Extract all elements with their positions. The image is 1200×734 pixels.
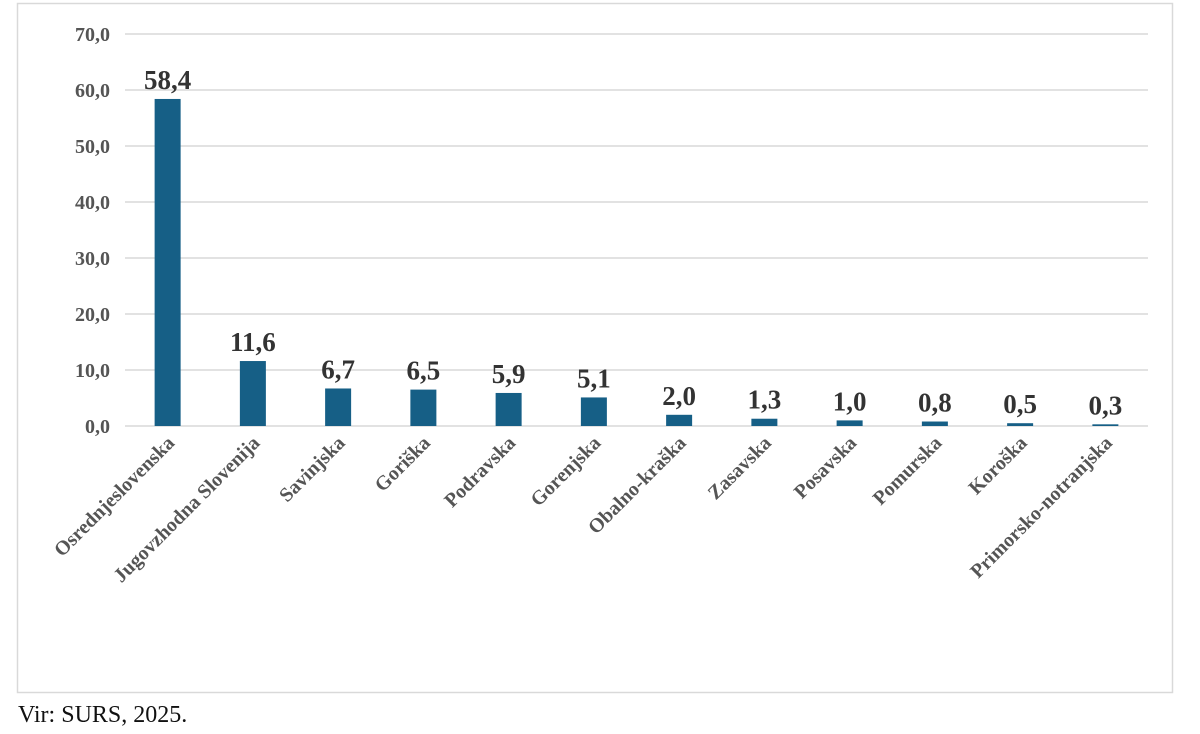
data-label: 6,7 [321,354,355,384]
data-label: 5,1 [577,363,611,393]
category-label: Zasavska [704,432,776,504]
data-label: 5,9 [492,359,526,389]
bar [921,421,948,426]
bar [580,397,607,426]
source-note: Vir: SURS, 2025. [18,702,188,728]
bar [239,361,266,426]
y-tick-label: 20,0 [75,304,110,326]
y-tick-label: 30,0 [75,248,110,270]
category-label: Koroška [964,432,1031,499]
category-label: Gorenjska [526,432,605,511]
y-tick-label: 50,0 [75,136,110,158]
bar [751,418,778,426]
category-label: Goriška [371,432,435,496]
data-label: 2,0 [662,381,696,411]
chart-frame [16,2,1174,694]
data-label: 6,5 [407,356,441,386]
bar [325,388,352,426]
y-tick-label: 40,0 [75,192,110,214]
data-label: 0,8 [918,388,952,418]
bar [154,98,181,427]
category-label: Pomurska [869,432,947,510]
data-label: 1,3 [748,385,782,415]
y-tick-label: 60,0 [75,80,110,102]
bar [836,420,863,426]
data-label: 11,6 [230,327,276,357]
y-tick-label: 0,0 [85,416,110,438]
data-label: 1,0 [833,386,867,416]
data-label: 58,4 [144,65,191,95]
category-label: Savinjska [275,432,350,507]
category-label: Posavska [790,432,861,503]
category-label: Primorsko-notranjska [966,432,1117,583]
bar [410,389,437,426]
bar [666,414,693,426]
y-tick-label: 10,0 [75,360,110,382]
category-label: Jugovzhodna Slovenija [109,432,264,587]
data-label: 0,3 [1089,390,1123,420]
data-label: 0,5 [1003,389,1037,419]
y-tick-label: 70,0 [75,24,110,46]
bar [1092,424,1119,426]
bar [495,392,522,426]
category-label: Podravska [440,432,520,512]
bar [1007,423,1034,426]
